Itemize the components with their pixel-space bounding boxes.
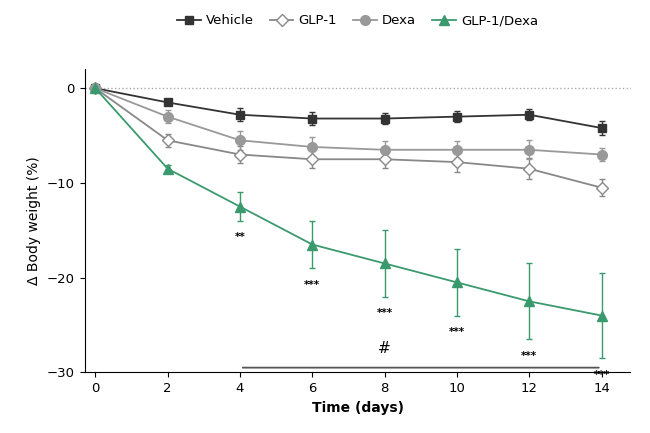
Text: #: # [378,341,391,356]
Text: ***: *** [521,351,538,361]
X-axis label: Time (days): Time (days) [311,401,404,415]
Text: ***: *** [593,369,610,380]
Text: ***: *** [449,327,465,337]
Y-axis label: Δ Body weight (%): Δ Body weight (%) [27,156,41,285]
Legend: Vehicle, GLP-1, Dexa, GLP-1/Dexa: Vehicle, GLP-1, Dexa, GLP-1/Dexa [172,9,543,33]
Text: **: ** [235,232,245,242]
Text: ***: *** [304,280,320,290]
Text: ***: *** [376,308,393,318]
